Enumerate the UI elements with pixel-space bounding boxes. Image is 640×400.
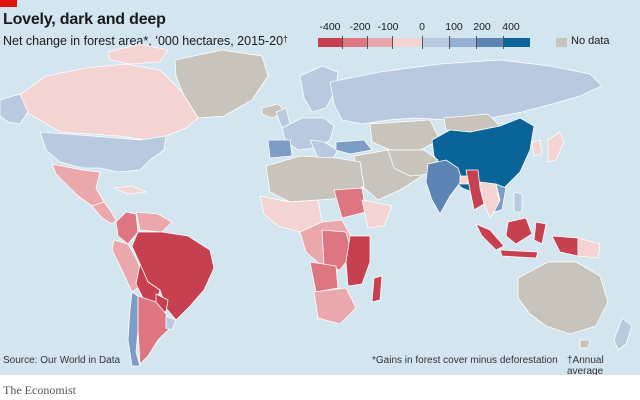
uruguay <box>165 315 177 331</box>
tanzania-mozambique <box>345 235 371 287</box>
sulawesi <box>533 221 547 245</box>
legend-tick-neg200: -200 <box>349 21 371 33</box>
spain <box>267 139 293 159</box>
source-note: Source: Our World in Data <box>3 355 121 366</box>
sudan <box>333 187 367 219</box>
legend-no-data-label: No data <box>571 35 610 47</box>
brand-red-tag <box>0 0 17 7</box>
legend-divider <box>367 36 368 49</box>
italy-balkans <box>309 139 339 161</box>
borneo <box>505 217 533 245</box>
usa <box>39 131 167 173</box>
color-legend: -400 -200 -100 0 100 200 400 <box>318 21 530 51</box>
chart-subtitle: Net change in forest area*, ’000 hectare… <box>3 34 288 48</box>
footnote-annual: †Annual average <box>567 355 604 375</box>
world-map <box>0 43 633 367</box>
legend-divider <box>503 36 504 49</box>
legend-tick-neg400: -400 <box>319 21 341 33</box>
legend-swatch-loss-min <box>393 38 421 47</box>
legend-swatch-loss-mid <box>343 38 367 47</box>
legend-swatch-gain-mid <box>477 38 503 47</box>
legend-divider <box>449 36 450 49</box>
caribbean <box>113 185 147 195</box>
legend-tick-neg100: -100 <box>377 21 399 33</box>
new-zealand <box>613 317 633 351</box>
papua-new-guinea <box>577 237 601 259</box>
southern-africa <box>313 287 357 325</box>
legend-swatch-gain-low <box>450 38 476 47</box>
russia <box>329 59 603 125</box>
greenland <box>174 49 269 119</box>
madagascar <box>371 275 383 303</box>
chart-title: Lovely, dark and deep <box>3 11 166 28</box>
java <box>499 249 539 259</box>
arctic-islands <box>107 43 169 65</box>
legend-swatch-loss-high <box>318 38 342 47</box>
legend-tick-400: 400 <box>502 21 520 33</box>
mexico <box>51 163 105 207</box>
vietnam <box>493 183 507 213</box>
subtitle-dagger: † <box>283 34 289 44</box>
australia <box>517 261 609 335</box>
ethiopia-somalia <box>361 199 393 229</box>
legend-no-data-swatch <box>556 38 567 47</box>
brand-footer: The Economist <box>3 383 76 397</box>
tasmania <box>579 339 591 349</box>
angola <box>309 261 339 293</box>
central-asia <box>369 119 441 151</box>
turkey <box>335 139 373 155</box>
sumatra <box>475 223 505 251</box>
alaska <box>0 93 29 125</box>
korea <box>531 139 543 157</box>
legend-divider <box>476 36 477 49</box>
legend-tick-zero: 0 <box>419 21 425 33</box>
scandinavia <box>299 65 339 113</box>
philippines <box>513 191 523 213</box>
legend-swatch-gain-high <box>504 38 530 47</box>
legend-divider-zero <box>422 36 423 49</box>
japan <box>547 131 565 163</box>
venezuela-guyanas <box>135 211 173 233</box>
legend-divider <box>342 36 343 49</box>
legend-divider <box>392 36 393 49</box>
subtitle-text: Net change in forest area*, ’000 hectare… <box>3 34 284 48</box>
legend-tick-100: 100 <box>445 21 463 33</box>
new-guinea-west <box>551 235 579 257</box>
bangladesh <box>459 175 469 185</box>
india <box>425 159 463 215</box>
map-panel: Lovely, dark and deep Net change in fore… <box>0 0 640 375</box>
legend-tick-200: 200 <box>473 21 491 33</box>
central-america <box>91 201 117 225</box>
footnote-gains: *Gains in forest cover minus deforestati… <box>372 355 558 366</box>
canada <box>17 63 199 141</box>
argentina <box>137 295 171 365</box>
legend-swatch-gain-min <box>423 38 449 47</box>
legend-swatch-loss-low <box>368 38 392 47</box>
